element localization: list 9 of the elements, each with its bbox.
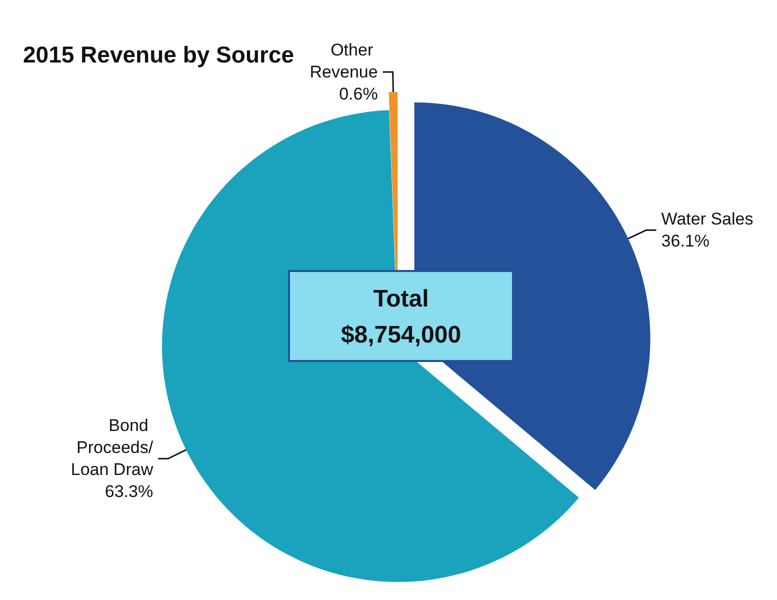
data-label: 0.6% [339,84,378,104]
data-label: 36.1% [661,232,710,251]
data-label: 63.3% [104,482,154,502]
chart-title: 2015 Revenue by Source [23,42,294,68]
slice-label: Other Revenue [310,40,378,82]
text: Total [373,286,429,312]
slice-label: Water Sales [661,210,754,229]
slice-label: Bond Proceeds/Loan Draw [70,416,154,480]
text: $8,754,000 [340,322,462,348]
